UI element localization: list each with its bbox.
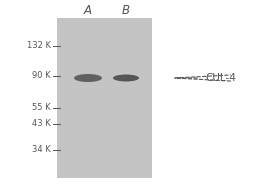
Ellipse shape — [74, 74, 102, 82]
Text: 55 K: 55 K — [32, 104, 51, 112]
Text: CUL-4: CUL-4 — [205, 73, 236, 83]
Text: 34 K: 34 K — [32, 146, 51, 154]
Ellipse shape — [113, 74, 139, 82]
Text: 132 K: 132 K — [27, 41, 51, 51]
Text: 43 K: 43 K — [32, 120, 51, 128]
Text: A: A — [84, 3, 92, 17]
Text: 90 K: 90 K — [32, 71, 51, 81]
Bar — [57, 18, 152, 178]
Text: B: B — [122, 3, 130, 17]
